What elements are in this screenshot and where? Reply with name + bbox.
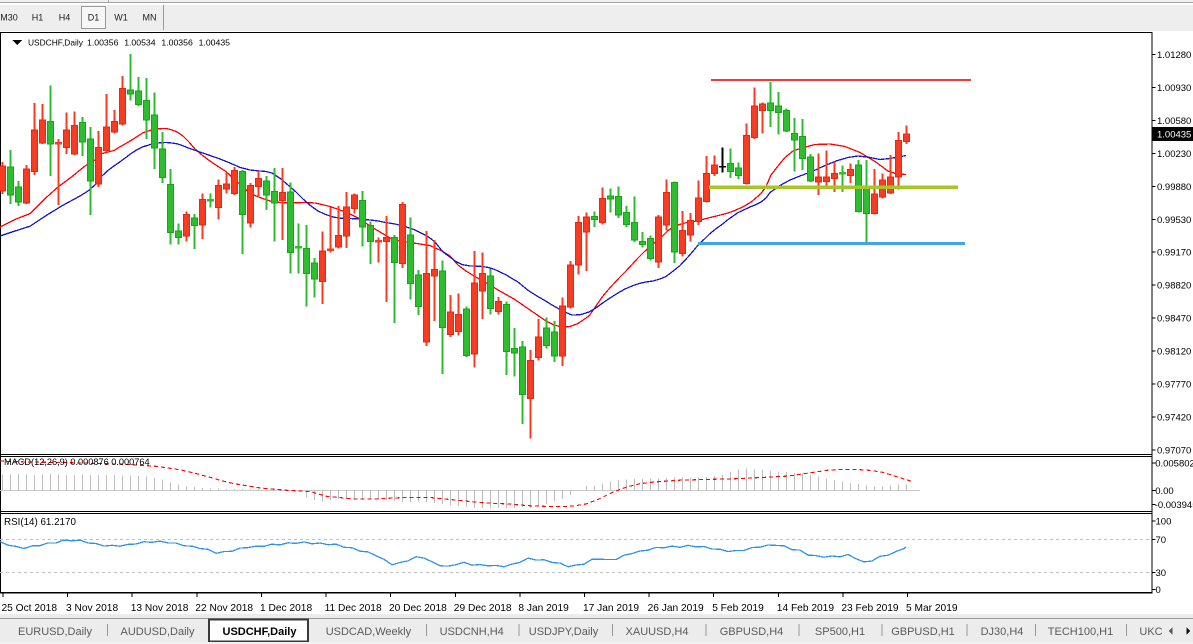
svg-text:RSI(14) 61.2170: RSI(14) 61.2170 [4,517,76,528]
svg-text:SP500,H1: SP500,H1 [815,626,865,638]
svg-text:26 Jan 2019: 26 Jan 2019 [648,603,704,614]
svg-text:14 Feb 2019: 14 Feb 2019 [777,603,835,614]
svg-text:1 Dec 2018: 1 Dec 2018 [260,603,312,614]
svg-text:0.00: 0.00 [1155,486,1174,497]
svg-text:0.98120: 0.98120 [1157,347,1191,358]
svg-text:GBPUSD,H1: GBPUSD,H1 [891,626,955,638]
svg-text:USDCAD,Weekly: USDCAD,Weekly [326,626,412,638]
svg-text:1.00435: 1.00435 [1157,130,1191,141]
svg-text:5 Feb 2019: 5 Feb 2019 [712,603,764,614]
svg-text:H1: H1 [32,13,44,23]
svg-text:0.98470: 0.98470 [1157,314,1191,325]
svg-text:1.00435: 1.00435 [199,38,231,48]
svg-text:1.00230: 1.00230 [1157,149,1191,160]
svg-text:1.00356: 1.00356 [161,38,193,48]
svg-text:0.005802: 0.005802 [1155,459,1193,470]
svg-text:13 Nov 2018: 13 Nov 2018 [131,603,189,614]
svg-text:8 Jan 2019: 8 Jan 2019 [518,603,569,614]
svg-text:1.00356: 1.00356 [87,38,119,48]
svg-text:0.97070: 0.97070 [1157,446,1191,457]
svg-text:0: 0 [1156,585,1161,596]
svg-text:USDCHF,Daily: USDCHF,Daily [28,38,84,48]
svg-text:H4: H4 [59,13,71,23]
svg-text:23 Feb 2019: 23 Feb 2019 [841,603,899,614]
svg-text:UKC: UKC [1139,626,1162,638]
svg-text:5 Mar 2019: 5 Mar 2019 [906,603,958,614]
svg-text:1.00930: 1.00930 [1157,83,1191,94]
svg-text:USDJPY,Daily: USDJPY,Daily [529,626,599,638]
svg-text:3 Nov 2018: 3 Nov 2018 [66,603,118,614]
svg-text:20 Dec 2018: 20 Dec 2018 [389,603,447,614]
svg-text:-0.003945: -0.003945 [1155,500,1193,511]
svg-text:USDCHF,Daily: USDCHF,Daily [223,626,298,638]
svg-text:TECH100,H1: TECH100,H1 [1048,626,1113,638]
svg-text:0.98820: 0.98820 [1157,281,1191,292]
svg-text:USDCNH,H4: USDCNH,H4 [440,626,504,638]
svg-text:0.99530: 0.99530 [1157,215,1191,226]
svg-text:AUDUSD,Daily: AUDUSD,Daily [121,626,195,638]
svg-text:W1: W1 [114,13,128,23]
svg-text:M30: M30 [0,13,18,23]
svg-text:0.99170: 0.99170 [1157,248,1191,259]
svg-text:70: 70 [1156,535,1167,546]
svg-text:1.00534: 1.00534 [124,38,156,48]
svg-text:29 Dec 2018: 29 Dec 2018 [454,603,512,614]
svg-text:GBPUSD,H4: GBPUSD,H4 [720,626,784,638]
svg-text:EURUSD,Daily: EURUSD,Daily [18,626,92,638]
svg-text:D1: D1 [88,13,100,23]
svg-text:0.97420: 0.97420 [1157,413,1191,424]
svg-text:17 Jan 2019: 17 Jan 2019 [583,603,639,614]
svg-text:1.01280: 1.01280 [1157,50,1191,61]
svg-text:0.97770: 0.97770 [1157,380,1191,391]
svg-text:22 Nov 2018: 22 Nov 2018 [195,603,253,614]
svg-text:1.00580: 1.00580 [1157,116,1191,127]
svg-text:MACD(12,26,9) 0.000876 0.00076: MACD(12,26,9) 0.000876 0.000764 [4,457,150,467]
svg-text:30: 30 [1156,568,1167,579]
svg-text:MN: MN [143,13,157,23]
svg-text:100: 100 [1156,517,1172,528]
svg-text:11 Dec 2018: 11 Dec 2018 [325,603,382,614]
svg-text:25 Oct 2018: 25 Oct 2018 [2,603,58,614]
svg-text:0.99880: 0.99880 [1157,182,1191,193]
svg-text:XAUUSD,H4: XAUUSD,H4 [626,626,689,638]
svg-text:DJ30,H4: DJ30,H4 [981,626,1024,638]
